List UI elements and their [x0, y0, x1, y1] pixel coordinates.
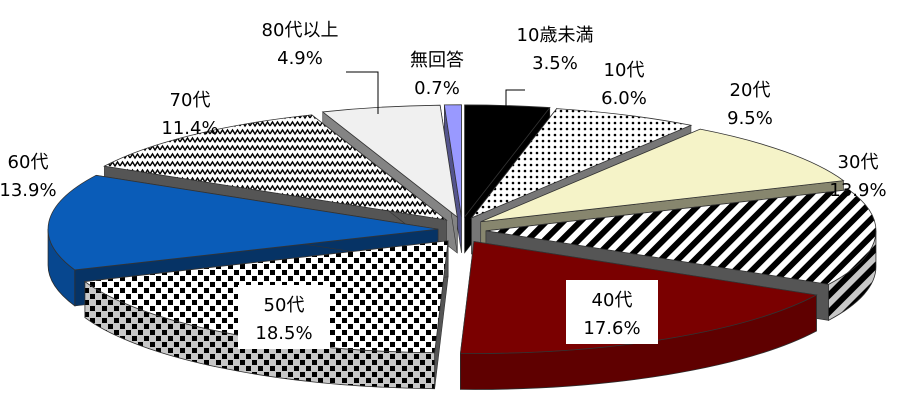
slice-5-side-shade	[460, 295, 817, 390]
slice-3-category-label: 20代	[730, 80, 771, 101]
slice-8-category-label: 70代	[170, 90, 211, 111]
slice-8-top	[103, 114, 448, 221]
slice-1-value-label: 3.5%	[532, 53, 578, 74]
slice-10-value-label: 0.7%	[414, 78, 460, 99]
slice-5-label-box	[566, 280, 658, 344]
slice-10-top	[443, 104, 462, 217]
leader-lines	[346, 71, 525, 114]
slice-9-top	[321, 104, 458, 218]
slice-7-category-label: 60代	[8, 152, 49, 173]
slice-6-value-label: 18.5%	[255, 323, 312, 344]
slice-2-value-label: 6.0%	[601, 88, 647, 109]
slice-9-category-label: 80代以上	[262, 20, 339, 41]
slice-1-category-label: 10歳未満	[517, 25, 594, 46]
slice-2-category-label: 10代	[604, 60, 645, 81]
slice-9-value-label: 4.9%	[277, 48, 323, 69]
slice-9-leader-line	[346, 71, 379, 114]
slice-4-top	[485, 189, 877, 285]
slice-3-value-label: 9.5%	[727, 108, 773, 129]
data-labels: 10歳未満 3.5% 10代 6.0% 20代 9.5% 30代 13.9% 40代 17.6% 5…	[0, 20, 887, 349]
slice-4-category-label: 30代	[838, 152, 879, 173]
slice-4-side-shade	[828, 230, 876, 321]
slice-2-top	[470, 108, 693, 219]
slice-5-category-label: 40代	[592, 290, 633, 311]
slice-7-top	[47, 174, 439, 271]
slice-6-category-label: 50代	[264, 295, 305, 316]
slice-1-leader-line	[505, 89, 525, 112]
slice-10-category-label: 無回答	[410, 50, 464, 71]
slice-1-top	[464, 104, 551, 219]
slice-6-label-box	[238, 285, 330, 349]
slice-7-value-label: 13.9%	[0, 180, 57, 201]
slice-5-value-label: 17.6%	[583, 318, 640, 339]
slice-tops	[47, 104, 877, 354]
slice-8-value-label: 11.4%	[161, 118, 218, 139]
slice-6-side-shade	[84, 281, 435, 389]
slice-3-top	[480, 128, 845, 223]
slice-4-value-label: 13.9%	[829, 180, 886, 201]
slice-7-side-shade	[48, 229, 75, 306]
